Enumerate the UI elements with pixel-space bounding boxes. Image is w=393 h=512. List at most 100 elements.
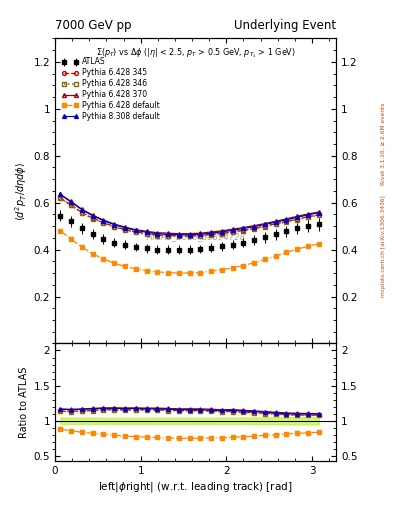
- Line: Pythia 6.428 345: Pythia 6.428 345: [59, 196, 321, 238]
- Pythia 6.428 default: [90, 251, 95, 257]
- Pythia 6.428 345: [112, 224, 117, 230]
- Pythia 8.308 default: [69, 199, 73, 205]
- Pythia 8.308 default: [198, 231, 203, 238]
- Line: Pythia 6.428 default: Pythia 6.428 default: [59, 229, 321, 275]
- Pythia 6.428 345: [295, 216, 299, 222]
- Pythia 6.428 345: [155, 232, 160, 238]
- Pythia 6.428 370: [176, 230, 181, 237]
- Pythia 6.428 default: [306, 243, 310, 249]
- Pythia 6.428 370: [284, 216, 289, 222]
- Pythia 6.428 346: [274, 221, 278, 227]
- Pythia 6.428 345: [198, 232, 203, 239]
- Pythia 8.308 default: [155, 230, 160, 237]
- Pythia 6.428 346: [112, 224, 117, 230]
- Pythia 8.308 default: [209, 230, 213, 236]
- Pythia 6.428 370: [316, 209, 321, 215]
- Pythia 6.428 345: [166, 232, 171, 239]
- Pythia 6.428 370: [144, 228, 149, 234]
- Pythia 6.428 346: [220, 230, 224, 237]
- Pythia 6.428 370: [306, 211, 310, 217]
- Pythia 6.428 default: [295, 246, 299, 252]
- Pythia 6.428 370: [133, 227, 138, 233]
- Pythia 6.428 default: [155, 269, 160, 275]
- Pythia 6.428 345: [58, 195, 63, 201]
- Pythia 6.428 default: [176, 270, 181, 276]
- Line: Pythia 6.428 370: Pythia 6.428 370: [59, 193, 321, 236]
- Pythia 6.428 345: [241, 227, 246, 233]
- Pythia 6.428 345: [316, 212, 321, 218]
- Pythia 6.428 370: [241, 224, 246, 230]
- Pythia 8.308 default: [144, 229, 149, 236]
- Pythia 6.428 346: [79, 210, 84, 216]
- Pythia 6.428 default: [198, 269, 203, 275]
- Pythia 6.428 346: [187, 233, 192, 239]
- Pythia 6.428 default: [274, 253, 278, 259]
- Pythia 6.428 370: [187, 230, 192, 237]
- Pythia 8.308 default: [241, 225, 246, 231]
- Pythia 6.428 370: [230, 226, 235, 232]
- Pythia 6.428 default: [284, 249, 289, 255]
- Pythia 6.428 345: [209, 231, 213, 238]
- Pythia 6.428 370: [274, 218, 278, 224]
- Pythia 8.308 default: [101, 218, 106, 224]
- Pythia 6.428 345: [284, 218, 289, 224]
- Pythia 6.428 default: [209, 268, 213, 274]
- Pythia 6.428 370: [295, 213, 299, 219]
- Pythia 6.428 370: [90, 212, 95, 218]
- Pythia 6.428 370: [123, 224, 127, 230]
- Pythia 8.308 default: [306, 212, 310, 218]
- Pythia 6.428 346: [284, 219, 289, 225]
- Pythia 6.428 370: [220, 228, 224, 234]
- Pythia 6.428 346: [209, 232, 213, 238]
- Pythia 6.428 345: [90, 215, 95, 221]
- Pythia 6.428 346: [198, 232, 203, 239]
- Pythia 6.428 345: [230, 229, 235, 235]
- Line: Pythia 8.308 default: Pythia 8.308 default: [59, 193, 321, 237]
- Pythia 6.428 345: [220, 230, 224, 236]
- Pythia 6.428 370: [198, 230, 203, 236]
- Pythia 6.428 346: [176, 233, 181, 239]
- Pythia 6.428 default: [230, 265, 235, 271]
- Pythia 8.308 default: [252, 224, 257, 230]
- Pythia 8.308 default: [274, 219, 278, 225]
- Pythia 6.428 default: [79, 244, 84, 250]
- Text: 7000 GeV pp: 7000 GeV pp: [55, 19, 132, 32]
- Pythia 6.428 346: [230, 229, 235, 236]
- Pythia 6.428 default: [101, 256, 106, 262]
- Pythia 6.428 345: [101, 220, 106, 226]
- Pythia 6.428 346: [155, 232, 160, 239]
- Pythia 6.428 default: [112, 260, 117, 266]
- Pythia 6.428 370: [209, 229, 213, 235]
- Pythia 6.428 346: [316, 212, 321, 219]
- Pythia 6.428 346: [133, 229, 138, 236]
- Y-axis label: $\langle d^2 p_T/d\eta d\phi\rangle$: $\langle d^2 p_T/d\eta d\phi\rangle$: [14, 161, 29, 221]
- Pythia 8.308 default: [220, 229, 224, 235]
- Pythia 6.428 370: [101, 217, 106, 223]
- Pythia 6.428 345: [274, 221, 278, 227]
- Pythia 8.308 default: [284, 217, 289, 223]
- Text: Underlying Event: Underlying Event: [234, 19, 336, 32]
- Pythia 8.308 default: [230, 227, 235, 233]
- Pythia 6.428 346: [69, 202, 73, 208]
- Pythia 8.308 default: [295, 214, 299, 220]
- Pythia 6.428 345: [79, 209, 84, 216]
- Pythia 6.428 370: [263, 221, 267, 227]
- Pythia 6.428 default: [316, 241, 321, 247]
- Legend: ATLAS, Pythia 6.428 345, Pythia 6.428 346, Pythia 6.428 370, Pythia 6.428 defaul: ATLAS, Pythia 6.428 345, Pythia 6.428 34…: [59, 54, 162, 124]
- Pythia 8.308 default: [90, 213, 95, 219]
- Pythia 6.428 370: [58, 191, 63, 198]
- Pythia 8.308 default: [176, 232, 181, 238]
- Pythia 6.428 default: [133, 266, 138, 272]
- Pythia 6.428 default: [166, 269, 171, 275]
- Pythia 6.428 default: [123, 264, 127, 270]
- Pythia 6.428 370: [69, 199, 73, 205]
- Pythia 6.428 default: [69, 236, 73, 242]
- Pythia 8.308 default: [187, 232, 192, 238]
- Pythia 8.308 default: [316, 210, 321, 216]
- X-axis label: left|$\phi$right| (w.r.t. leading track) [rad]: left|$\phi$right| (w.r.t. leading track)…: [98, 480, 293, 494]
- Pythia 6.428 346: [101, 220, 106, 226]
- Text: Rivet 3.1.10, ≥ 2.6M events: Rivet 3.1.10, ≥ 2.6M events: [381, 102, 386, 184]
- Pythia 6.428 346: [144, 231, 149, 237]
- Pythia 6.428 346: [58, 196, 63, 202]
- Y-axis label: Ratio to ATLAS: Ratio to ATLAS: [19, 367, 29, 438]
